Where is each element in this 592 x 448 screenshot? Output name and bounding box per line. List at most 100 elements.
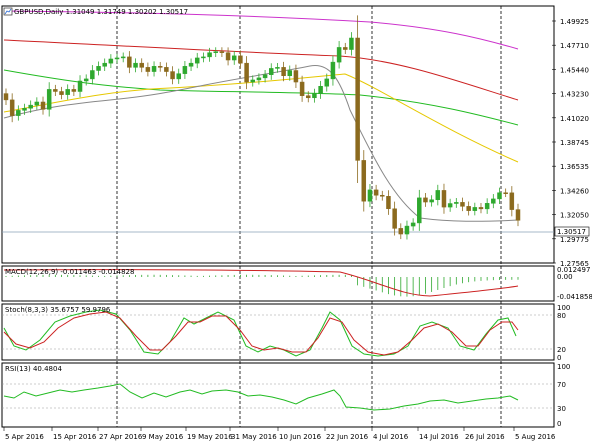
candle-body bbox=[312, 93, 317, 99]
candle-body bbox=[225, 52, 231, 61]
candle-body bbox=[275, 67, 280, 69]
candle-body bbox=[330, 61, 336, 80]
candle-body bbox=[509, 192, 515, 210]
date-tick: 5 Apr 2016 bbox=[5, 433, 44, 441]
stoch-axis: 100 80 20 0 bbox=[557, 304, 570, 362]
date-tick: 14 Jul 2016 bbox=[419, 433, 459, 441]
macd-tick: -0.041858 bbox=[557, 293, 592, 301]
macd-header-text: MACD(12,26,9) -0.011463 -0.014828 bbox=[5, 268, 134, 276]
candle-body bbox=[102, 62, 107, 67]
symbol-header: GBPUSD,Daily 1.31049 1.31749 1.30202 1.3… bbox=[3, 7, 188, 16]
stoch-levels bbox=[2, 314, 554, 350]
candle-body bbox=[114, 57, 120, 60]
candle-body bbox=[281, 67, 286, 77]
rsi-levels bbox=[2, 383, 554, 409]
date-axis: 5 Apr 2016 15 Apr 2016 27 Apr 2016 9 May 20… bbox=[3, 427, 556, 441]
candle-body bbox=[133, 62, 138, 68]
candle-body bbox=[194, 57, 200, 64]
stoch-tick: 80 bbox=[557, 312, 566, 320]
date-tick: 9 May 2016 bbox=[142, 433, 184, 441]
rsi-panel[interactable] bbox=[1, 362, 555, 428]
candle-body bbox=[343, 47, 348, 50]
candle-body bbox=[392, 208, 397, 229]
candle-body bbox=[219, 51, 225, 53]
candle-body bbox=[9, 99, 15, 116]
macd-panel[interactable] bbox=[1, 265, 555, 302]
candle-body bbox=[201, 56, 206, 59]
candle-body bbox=[65, 89, 70, 95]
rsi-tick: 100 bbox=[557, 363, 570, 371]
current-price-text: 1.30517 bbox=[557, 228, 586, 236]
candle-body bbox=[231, 55, 237, 61]
date-tick: 5 Aug 2016 bbox=[515, 433, 556, 441]
price-panel[interactable] bbox=[1, 5, 555, 264]
price-tick: 1.49925 bbox=[560, 18, 589, 26]
candle-body bbox=[404, 225, 410, 235]
candle-body bbox=[34, 101, 40, 106]
ma-red-line bbox=[3, 39, 519, 101]
candle-body bbox=[491, 198, 496, 204]
price-tick: 1.43230 bbox=[560, 91, 589, 99]
candle-body bbox=[28, 104, 33, 109]
stoch-header-text: Stoch(8,3,3) 35.6757 59.9796 bbox=[5, 306, 111, 314]
candle-body bbox=[120, 56, 126, 59]
symbol-header-text: GBPUSD,Daily 1.31049 1.31749 1.30202 1.3… bbox=[14, 8, 188, 16]
candle-body bbox=[256, 77, 262, 81]
candle-body bbox=[182, 66, 188, 74]
candle-body bbox=[355, 37, 360, 161]
candle-body bbox=[497, 192, 502, 200]
candle-body bbox=[306, 95, 311, 99]
candle-body bbox=[435, 190, 441, 200]
macd-axis: 0.012497 0.00 -0.041858 bbox=[557, 266, 592, 301]
price-tick: 1.45440 bbox=[560, 66, 589, 74]
candle-body bbox=[299, 81, 305, 96]
candle-body bbox=[398, 228, 404, 235]
candle-body bbox=[417, 197, 422, 224]
candle-body bbox=[386, 196, 391, 210]
ma-magenta-line bbox=[3, 10, 519, 50]
candle-body bbox=[139, 62, 144, 68]
rsi-tick: 0 bbox=[557, 420, 561, 428]
rsi-tick: 70 bbox=[557, 381, 566, 389]
candle-body bbox=[318, 85, 323, 94]
price-tick: 1.38745 bbox=[560, 139, 589, 147]
candle-body bbox=[410, 222, 416, 227]
ma-yellow-line bbox=[3, 73, 519, 163]
date-tick: 31 May 2016 bbox=[231, 433, 277, 441]
current-price-box: 1.30517 bbox=[554, 226, 590, 237]
candle-body bbox=[40, 101, 46, 110]
ma-green-line bbox=[3, 69, 519, 126]
candle-body bbox=[151, 66, 157, 72]
stoch-signal-line bbox=[3, 311, 519, 356]
candle-body bbox=[127, 56, 132, 68]
candle-body bbox=[503, 192, 508, 194]
candle-body bbox=[188, 62, 194, 67]
candle-body bbox=[207, 52, 212, 58]
candle-body bbox=[423, 197, 428, 203]
price-tick: 1.36535 bbox=[560, 163, 589, 171]
price-tick: 1.41020 bbox=[560, 115, 589, 123]
candles bbox=[3, 15, 521, 240]
candle-body bbox=[484, 203, 490, 210]
candle-body bbox=[336, 47, 342, 63]
candle-body bbox=[472, 207, 478, 211]
candle-body bbox=[250, 79, 255, 83]
candle-body bbox=[77, 80, 83, 92]
price-tick: 1.32050 bbox=[560, 212, 589, 220]
candle-body bbox=[349, 37, 354, 50]
price-tick: 1.47710 bbox=[560, 42, 589, 50]
macd-histogram bbox=[3, 269, 519, 297]
stoch-tick: 100 bbox=[557, 304, 570, 312]
candle-body bbox=[380, 194, 385, 197]
candle-body bbox=[324, 78, 330, 87]
candle-body bbox=[466, 206, 471, 211]
rsi-tick: 30 bbox=[557, 405, 566, 413]
candle-body bbox=[478, 207, 484, 210]
macd-tick: 0.00 bbox=[557, 273, 573, 281]
rsi-axis: 100 70 30 0 bbox=[557, 363, 570, 428]
candle-body bbox=[96, 66, 101, 71]
candle-body bbox=[71, 89, 77, 92]
candle-body bbox=[447, 203, 453, 208]
price-tick: 1.27565 bbox=[560, 260, 589, 268]
